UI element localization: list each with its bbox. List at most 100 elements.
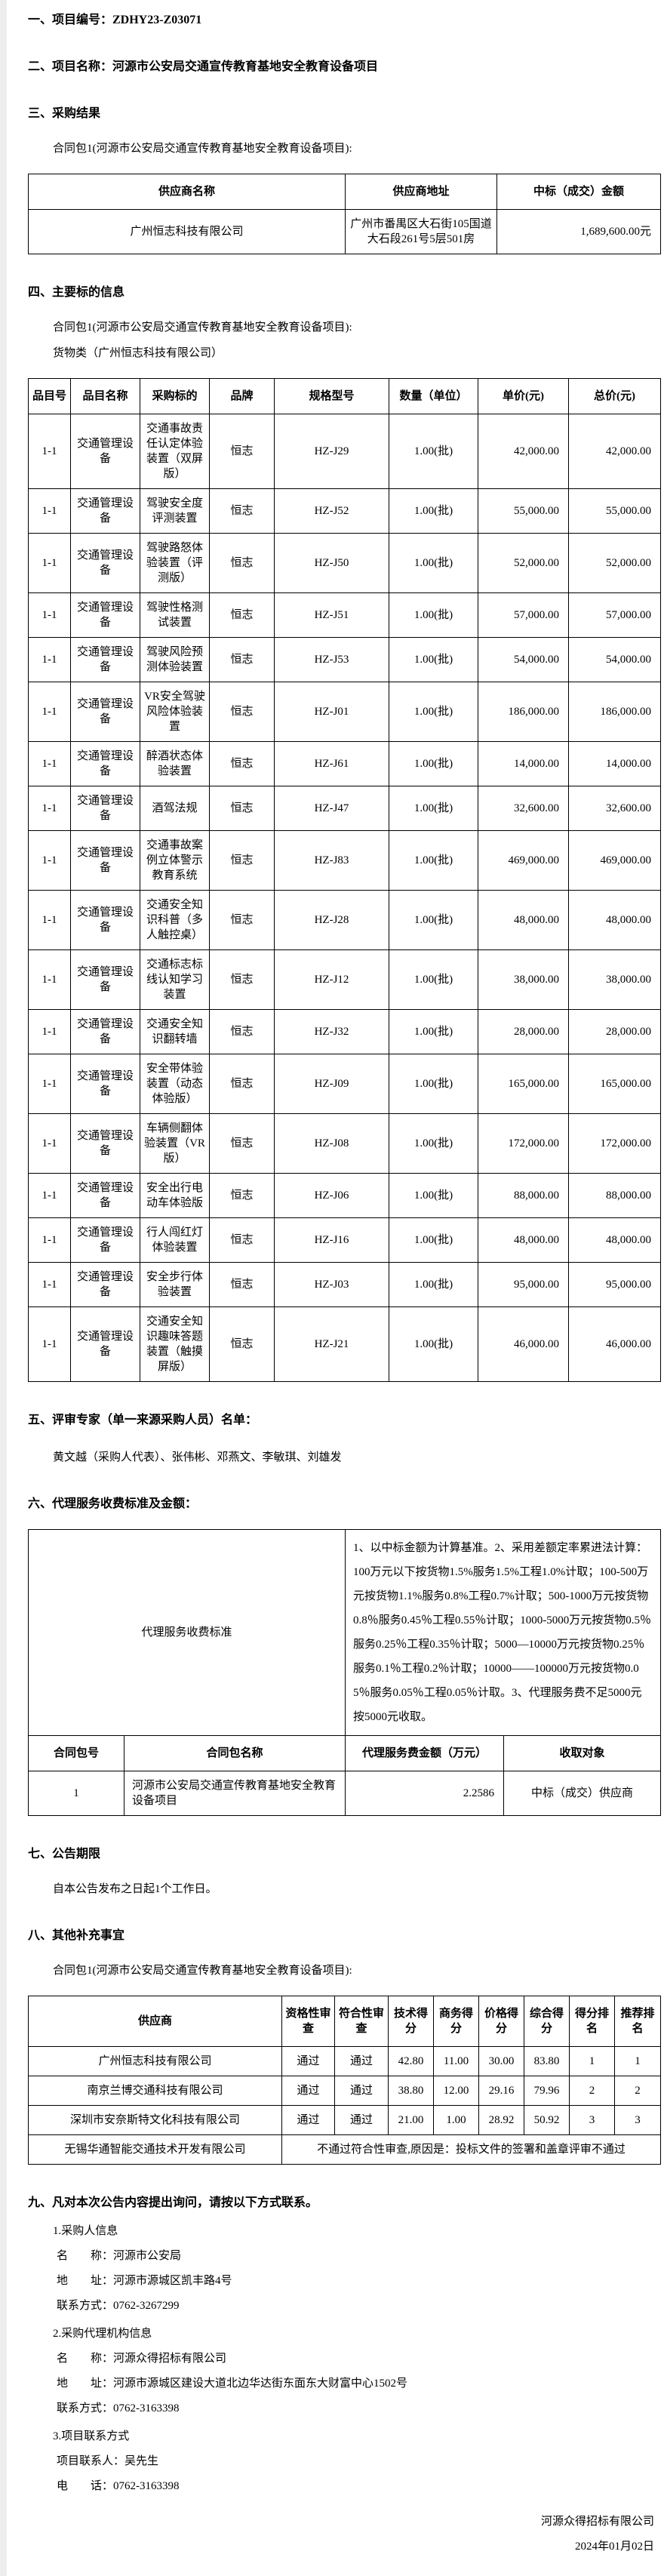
table-row: 1-1 交通管理设备 驾驶风险预测体验装置 恒志 HZ-J53 1.00(批) 54,000… [28,637,661,682]
table-cell: 酒驾法规 [140,786,210,831]
table-cell: 1.00(批) [389,830,478,891]
table-row: 1-1 交通管理设备 交通安全知识科普（多人触控桌） 恒志 HZ-J28 1.00(批) 4… [28,890,661,950]
table-cell: 1.00(批) [389,786,478,831]
table-header-row: 合同包号 合同包名称 代理服务费金额（万元） 收取对象 [28,1735,661,1771]
agency-fee-standard-table: 代理服务收费标准 1、以中标金额为计算基准。2、采用差额定率累进法计算：100万… [28,1529,661,1736]
table-cell: VR安全驾驶风险体验装置 [140,682,210,742]
buyer-name-line: 名 称：河源市公安局 [57,2250,182,2262]
table-cell: 交通管理设备 [70,786,140,831]
column-header-procurement-target: 采购标的 [140,378,210,414]
table-cell: 1.00(批) [389,533,478,593]
table-row: 1-1 交通管理设备 驾驶安全度评测装置 恒志 HZ-J52 1.00(批) 55,000.… [28,488,661,534]
section-title-agency-fee: 六、代理服务收费标准及金额： [28,1497,198,1510]
table-cell: HZ-J21 [274,1306,389,1382]
table-cell: 46,000.00 [478,1306,569,1382]
column-header-award-amount: 中标（成交）金额 [496,174,661,210]
table-header-row: 品目号 品目名称 采购标的 品牌 规格型号 数量（单位） 单价(元) 总价(元) [28,378,661,414]
table-cell: HZ-J61 [274,741,389,786]
table-cell: 32,600.00 [568,786,661,831]
table-cell: 交通管理设备 [70,949,140,1010]
table-cell: HZ-J16 [274,1217,389,1263]
table-cell: 186,000.00 [568,682,661,742]
table-cell: 1.00(批) [389,949,478,1010]
table-cell: 交通管理设备 [70,1173,140,1218]
agency-fee-amount-table: 合同包号 合同包名称 代理服务费金额（万元） 收取对象 1 河源市公安局交通宣传教… [28,1735,661,1816]
column-header-fee-payer: 收取对象 [503,1735,661,1771]
table-cell: 1-1 [28,1173,71,1218]
table-cell: 3 [569,2105,615,2135]
table-cell: 交通安全知识科普（多人触控桌） [140,890,210,950]
section-title-experts: 五、评审专家（单一来源采购人员）名单： [28,1414,258,1426]
table-cell: 交通管理设备 [70,1113,140,1174]
page-left-margin-strip [0,0,7,2576]
table-cell: 交通安全知识翻转墙 [140,1009,210,1054]
table-cell: 恒志 [209,488,275,534]
agency-address-line: 地 址：河源市源城区建设大道北边华达街东面东大财富中心1502号 [57,2377,408,2390]
table-cell: 恒志 [209,1009,275,1054]
announcement-period-text: 自本公告发布之日起1个工作日。 [53,1883,217,1895]
buyer-address-line: 地 址：河源市源城区凯丰路4号 [57,2275,232,2287]
table-cell: 恒志 [209,741,275,786]
result-package-line: 合同包1(河源市公安局交通宣传教育基地安全教育设备项目): [53,143,352,155]
column-header-supplier-address: 供应商地址 [345,174,497,210]
table-cell: 469,000.00 [568,830,661,891]
table-cell: 1-1 [28,1262,71,1307]
table-cell: 交通事故责任认定体验装置（双屏版） [140,414,210,489]
project-contact-phone-line: 电 话：0762-3163398 [57,2480,180,2492]
table-cell: 54,000.00 [568,637,661,682]
table-cell: 48,000.00 [568,1217,661,1263]
table-cell: 1-1 [28,1217,71,1263]
table-cell: 42.80 [388,2046,434,2076]
table-cell: 88,000.00 [478,1173,569,1218]
table-cell: 通过 [334,2105,389,2135]
table-row: 1-1 交通管理设备 交通标志标线认知学习装置 恒志 HZ-J12 1.00(批) 38,0… [28,949,661,1010]
procurement-result-table: 供应商名称 供应商地址 中标（成交）金额 广州恒志科技有限公司 广州市番禺区大石街… [28,174,661,254]
table-cell: 1,689,600.00元 [496,209,661,254]
table-cell: 无锡华通智能交通技术开发有限公司 [28,2134,282,2165]
table-cell: 1.00(批) [389,1306,478,1382]
table-cell: 38,000.00 [568,949,661,1010]
column-header-fee-amount: 代理服务费金额（万元） [345,1735,504,1771]
project-contact-person-line: 项目联系人：吴先生 [57,2455,159,2467]
table-cell: 恒志 [209,890,275,950]
table-cell: 交通管理设备 [70,1054,140,1114]
table-cell: 21.00 [388,2105,434,2135]
table-cell: 恒志 [209,1054,275,1114]
table-cell: 河源市公安局交通宣传教育基地安全教育设备项目 [124,1771,346,1816]
table-cell: HZ-J03 [274,1262,389,1307]
table-cell: 不通过符合性审查,原因是：投标文件的签署和盖章评审不通过 [281,2134,661,2165]
table-cell: 1-1 [28,414,71,489]
agency-info-heading: 2.采购代理机构信息 [53,2328,152,2340]
column-header-recommend-rank: 推荐排名 [614,1996,661,2047]
table-cell: 1.00(批) [389,637,478,682]
table-cell: 186,000.00 [478,682,569,742]
table-cell: 恒志 [209,1306,275,1382]
table-cell: 广州恒志科技有限公司 [28,209,346,254]
table-cell: 1-1 [28,786,71,831]
table-row: 1-1 交通管理设备 酒驾法规 恒志 HZ-J47 1.00(批) 32,600.00 32,… [28,786,661,831]
table-cell: 1-1 [28,682,71,742]
table-cell: 1.00(批) [389,1009,478,1054]
table-cell: 1-1 [28,1009,71,1054]
table-cell: 79.96 [524,2076,570,2106]
buyer-phone-line: 联系方式：0762-3267299 [57,2300,180,2312]
buyer-info-heading: 1.采购人信息 [53,2225,118,2237]
table-cell: 1-1 [28,533,71,593]
subject-package-line: 合同包1(河源市公安局交通宣传教育基地安全教育设备项目): [53,322,352,334]
table-cell: 42,000.00 [568,414,661,489]
table-cell: 2 [614,2076,661,2106]
table-row: 深圳市安奈斯特文化科技有限公司 通过 通过 21.00 1.00 28.92 50.92 3 3 [28,2105,661,2135]
column-header-technical-score: 技术得分 [388,1996,434,2047]
table-row: 1 河源市公安局交通宣传教育基地安全教育设备项目 2.2586 中标（成交）供应商 [28,1771,661,1816]
table-cell: HZ-J32 [274,1009,389,1054]
table-cell: 42,000.00 [478,414,569,489]
table-cell: 1.00(批) [389,682,478,742]
table-cell: 28,000.00 [568,1009,661,1054]
table-cell: 1-1 [28,890,71,950]
table-cell: 中标（成交）供应商 [503,1771,661,1816]
table-cell: 恒志 [209,592,275,638]
table-cell: 驾驶性格测试装置 [140,592,210,638]
table-cell: 52,000.00 [478,533,569,593]
table-cell: 1-1 [28,949,71,1010]
